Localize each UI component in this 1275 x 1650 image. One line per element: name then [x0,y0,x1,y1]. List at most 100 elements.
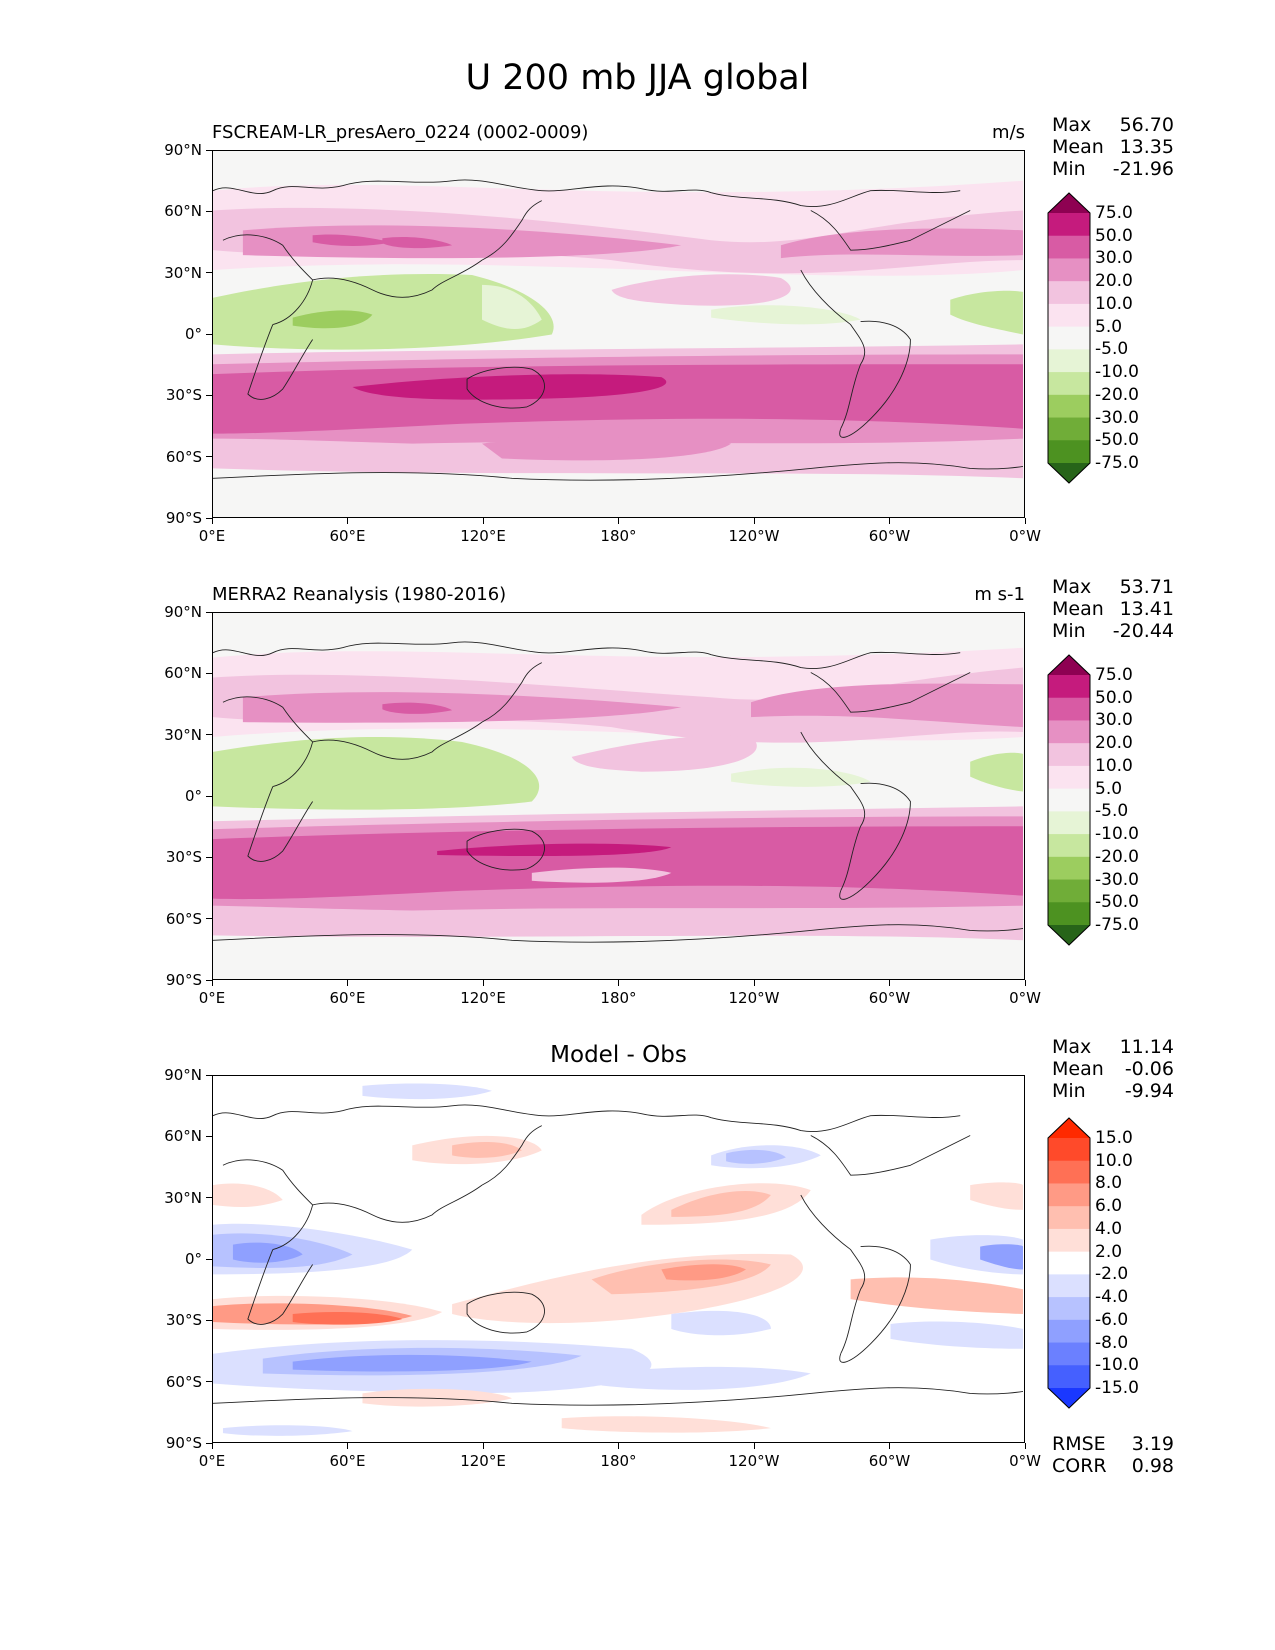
stat-label-mean: Mean [1052,598,1104,620]
colorbar-label: 4.0 [1095,1218,1123,1239]
colorbar-swatch [1048,235,1090,259]
contour-band-5 [611,274,791,306]
colorbar-outline [1047,654,1091,946]
stat-value-mean: -0.06 [1124,1058,1174,1080]
x-tick-label: 120°W [728,1452,780,1470]
colorbar-label: 8.0 [1095,1173,1123,1194]
contour-band-4 [726,1149,786,1164]
x-tick-mark [482,518,484,524]
colorbar-label: 5.0 [1095,316,1123,337]
y-tick-label: 90°S [165,509,202,527]
contour-band-11 [213,826,1023,900]
contour-band-9 [711,305,861,325]
coastline-4 [312,1184,483,1223]
colorbar-label: -10.0 [1095,1355,1139,1376]
colorbar-label: -20.0 [1095,846,1139,867]
stat-value-max: 56.70 [1119,114,1174,136]
colorbar-label: 75.0 [1095,203,1133,223]
colorbar-swatch [1048,440,1090,464]
colorbar-extend-bottom [1048,1388,1090,1408]
coastline-0 [213,179,712,194]
colorbar-label: 15.0 [1095,1128,1133,1148]
x-tick-label: 60°E [329,527,366,545]
contour-band-2 [242,225,682,259]
coastline-0 [213,1104,712,1119]
y-tick-mark [206,1074,212,1076]
colorbar-obs [1047,654,1091,946]
colorbar-label: 6.0 [1095,1196,1123,1217]
colorbar-swatch [1048,1274,1090,1298]
y-tick-label: 90°N [164,1066,202,1084]
y-tick-label: 30°S [165,1311,202,1330]
y-tick-mark [206,394,212,397]
coastline-8 [839,782,911,900]
x-tick-mark [889,518,891,524]
contour-band-7 [731,767,871,787]
stat-value-mean: 13.35 [1119,136,1174,158]
contour-band-3 [312,234,453,249]
contour-band-28 [222,1425,353,1436]
x-tick-mark [618,518,620,524]
x-tick-label: 0°W [1009,527,1041,545]
coastline-8 [839,1245,911,1363]
stat-label-min: Min [1052,1080,1086,1102]
x-tick-mark [482,1443,484,1449]
coastline-0 [213,641,712,656]
colorbar-swatch [1048,765,1090,790]
x-tick-label: 120°W [728,527,780,545]
colorbar-swatch [1048,720,1090,744]
contour-band-13 [531,867,672,883]
colorbar-swatch [1048,1365,1090,1389]
contour-band-6 [213,736,540,810]
stat-value-max: 53.71 [1119,576,1174,598]
colorbar-swatch [1048,1251,1090,1275]
y-tick-label: 90°N [164,603,202,621]
y-tick-label: 90°N [164,141,202,159]
coastline-8 [839,320,911,438]
y-tick-mark [206,1135,212,1138]
y-tick-mark [206,149,212,151]
stat-label-rmse: RMSE [1052,1433,1106,1455]
coastline-1 [711,1114,961,1132]
x-tick-mark [618,1443,620,1449]
colorbar-swatch [1048,394,1090,419]
coastline-6 [466,1291,545,1334]
panel-units-obs: m s-1 [974,584,1025,605]
colorbar-model [1047,192,1091,484]
y-tick-label: 30°N [164,725,202,744]
stat-value-min: -20.44 [1112,620,1174,642]
contour-band-8 [482,284,542,330]
panel-units-model: m/s [992,122,1025,143]
field-model [213,179,1023,481]
x-tick-label: 120°E [460,1452,506,1470]
y-tick-mark [206,272,212,274]
x-tick-label: 120°E [460,527,506,545]
coastline-3 [247,786,314,862]
panel-title-model: FSCREAM-LR_presAero_0224 (0002-0009) [212,122,589,143]
coastline-1 [711,651,961,669]
x-tick-label: 180° [600,989,637,1007]
y-tick-mark [206,795,212,797]
x-tick-mark [753,518,755,524]
colorbar-label: 50.0 [1095,687,1133,708]
colorbar-diff [1047,1117,1091,1409]
map-model [212,150,1025,518]
contour-band-8 [970,752,1023,792]
y-tick-label: 0° [184,325,202,343]
panel-title-diff: Model - Obs [550,1042,687,1068]
contour-band-4 [780,228,1023,259]
y-tick-label: 60°S [165,909,202,928]
y-tick-mark [206,611,212,613]
figure-title: U 200 mb JJA global [465,58,810,98]
coastline-10 [213,462,1023,481]
x-tick-mark [347,980,349,986]
x-tick-label: 0°W [1009,1452,1041,1470]
map-obs [212,612,1025,980]
x-tick-mark [1024,518,1026,524]
y-tick-mark [206,672,212,675]
contour-band-11 [232,1242,303,1263]
contour-band-14 [352,374,667,400]
x-tick-mark [211,518,213,524]
colorbar-label: 10.0 [1095,755,1133,776]
y-tick-label: 60°S [165,1372,202,1391]
